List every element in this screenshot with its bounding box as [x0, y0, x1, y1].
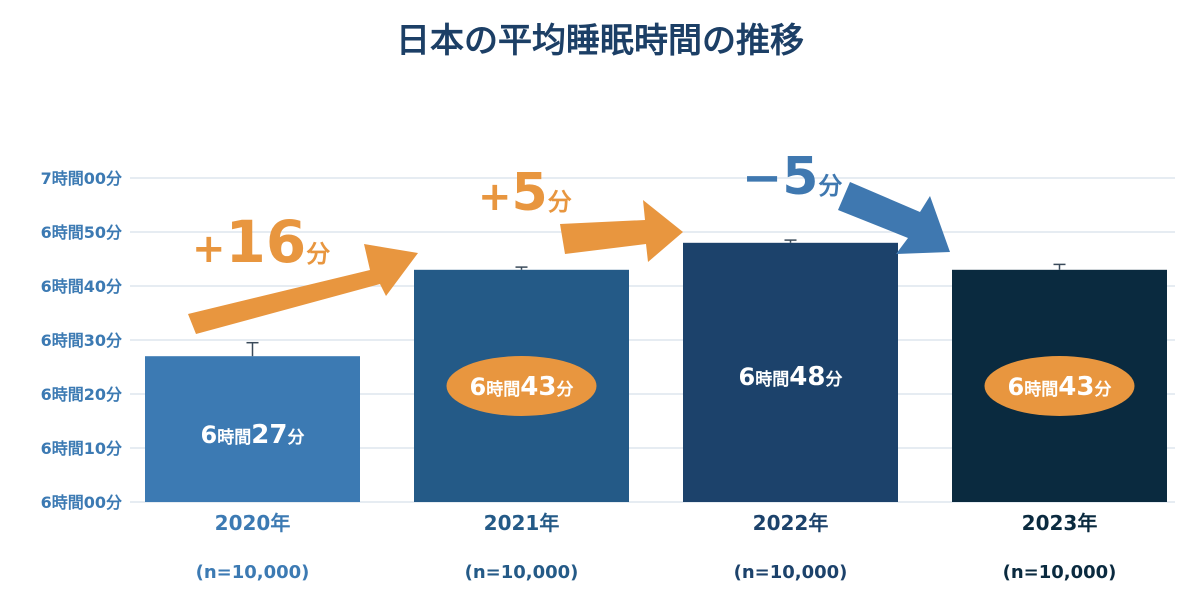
sample-size-label: (n=10,000): [1003, 562, 1117, 583]
value-hours-unit: 時間: [217, 427, 251, 448]
value-minutes-unit: 分: [556, 380, 573, 400]
value-hours: 6: [470, 373, 487, 401]
value-minutes-unit: 分: [825, 370, 842, 390]
value-label-highlight: [984, 356, 1135, 416]
value-minutes: 48: [789, 362, 825, 392]
x-axis-categories: 2020年 (n=10,000) 2021年 (n=10,000) 2022年 (n=10…: [196, 511, 1117, 583]
value-hours-unit: 時間: [486, 379, 520, 400]
change-number: 16: [226, 208, 307, 276]
change-annotations: +16分+5分 −5分: [188, 147, 950, 334]
change-sign: −: [742, 150, 782, 206]
value-label-highlight: [446, 356, 597, 416]
change-label: −5分: [742, 147, 842, 207]
value-hours-unit: 時間: [1024, 379, 1058, 400]
change-number: 5: [782, 147, 818, 207]
y-axis-ticks: 6時間00分 6時間10分 6時間20分 6時間30分 6時間40分 6時間50分 7時間0…: [41, 169, 122, 512]
sample-size-label: (n=10,000): [196, 562, 310, 583]
error-bars: [246, 239, 1066, 357]
change-unit: 分: [306, 240, 330, 268]
change-sign: +: [192, 226, 226, 272]
sample-size-label: (n=10,000): [734, 562, 848, 583]
value-label: 6時間27分: [201, 420, 305, 450]
value-hours: 6: [1008, 373, 1025, 401]
y-tick-label: 6時間10分: [41, 439, 122, 458]
change-unit: 分: [548, 188, 572, 216]
value-minutes: 27: [251, 420, 287, 450]
change-label: +5分: [478, 163, 572, 223]
x-category-label: 2022年: [753, 511, 829, 535]
change-arrow: [838, 182, 950, 254]
value-hours: 6: [201, 421, 218, 449]
y-tick-label: 6時間50分: [41, 223, 122, 242]
change-arrow: [560, 200, 683, 262]
y-tick-label: 6時間30分: [41, 331, 122, 350]
y-tick-label: 6時間20分: [41, 385, 122, 404]
y-tick-label: 6時間00分: [41, 493, 122, 512]
chart-title: 日本の平均睡眠時間の推移: [396, 21, 804, 61]
value-hours: 6: [739, 363, 756, 391]
sample-size-label: (n=10,000): [465, 562, 579, 583]
change-unit: 分: [818, 172, 842, 200]
value-label: 6時間43分: [1008, 372, 1112, 402]
value-minutes: 43: [520, 372, 556, 402]
bar: [683, 242, 898, 503]
change-arrow: [188, 244, 418, 334]
y-tick-label: 6時間40分: [41, 277, 122, 296]
value-minutes: 43: [1058, 372, 1094, 402]
change-sign: +: [478, 174, 512, 220]
change-number: 5: [512, 163, 548, 223]
x-category-label: 2023年: [1022, 511, 1098, 535]
y-tick-label: 7時間00分: [41, 169, 122, 188]
value-minutes-unit: 分: [1094, 380, 1111, 400]
value-minutes-unit: 分: [287, 428, 304, 448]
x-category-label: 2020年: [215, 511, 291, 535]
x-category-label: 2021年: [484, 511, 560, 535]
value-label: 6時間48分: [739, 362, 843, 392]
bar: [145, 356, 360, 502]
change-label: +16分: [192, 208, 330, 276]
value-label: 6時間43分: [470, 372, 574, 402]
value-hours-unit: 時間: [755, 369, 789, 390]
